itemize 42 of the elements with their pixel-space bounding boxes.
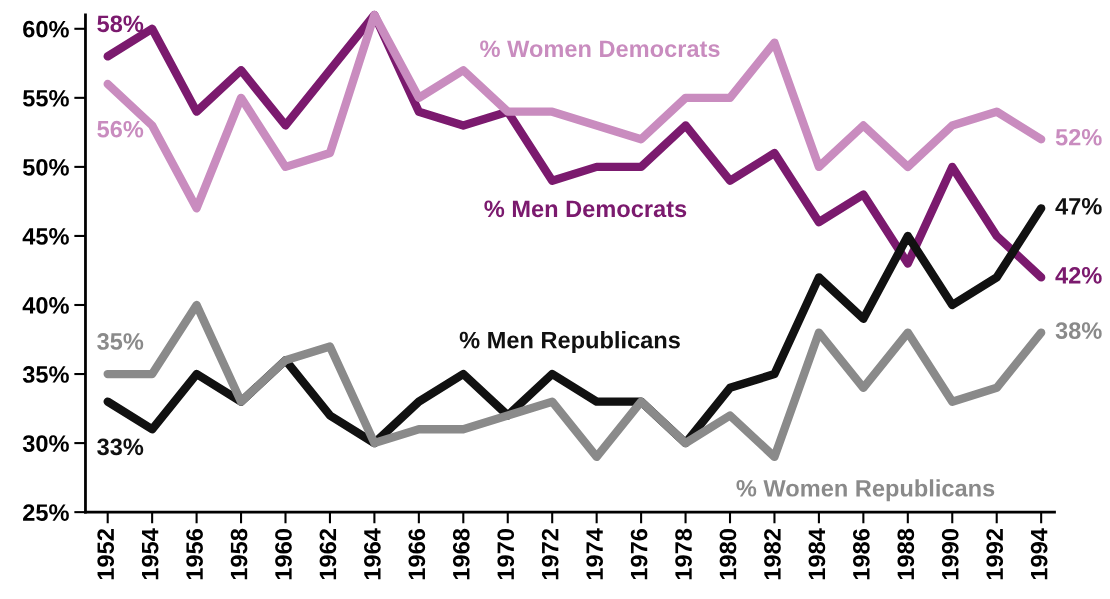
data-label: 33% xyxy=(97,438,144,456)
x-tick-label: 1966 xyxy=(408,528,426,580)
y-tick-label: 60% xyxy=(23,20,69,38)
series-label: % Men Democrats xyxy=(484,200,687,218)
y-tick-label: 25% xyxy=(23,504,69,521)
x-tick-label: 1992 xyxy=(986,529,1004,580)
x-tick-label: 1956 xyxy=(186,528,203,580)
data-label: 42% xyxy=(1055,266,1102,284)
data-label: 56% xyxy=(97,120,144,138)
y-tick-label: 35% xyxy=(22,366,69,383)
x-tick-label: 1980 xyxy=(719,529,737,580)
data-label: 58% xyxy=(97,15,144,33)
x-tick-label: 1962 xyxy=(319,529,337,580)
series-label: % Women Democrats xyxy=(480,40,720,58)
x-tick-label: 1972 xyxy=(541,529,559,580)
x-tick-label: 1988 xyxy=(897,528,915,580)
y-tick-label: 50% xyxy=(22,158,69,176)
data-label: 52% xyxy=(1055,128,1102,146)
x-tick-label: 1970 xyxy=(497,529,515,580)
x-tick-label: 1976 xyxy=(630,528,648,580)
x-tick-label: 1974 xyxy=(586,528,603,580)
x-tick-label: 1954 xyxy=(141,528,159,580)
data-label: 47% xyxy=(1055,198,1102,215)
x-tick-label: 1994 xyxy=(1030,528,1048,580)
x-tick-label: 1978 xyxy=(675,528,692,580)
series-label: % Women Republicans xyxy=(736,479,995,502)
y-tick-label: 30% xyxy=(22,435,69,452)
series-label: % Men Republicans xyxy=(459,331,680,354)
y-tick-label: 40% xyxy=(22,297,69,314)
x-tick-label: 1982 xyxy=(764,529,781,580)
data-label: 38% xyxy=(1055,322,1102,339)
y-tick-label: 55% xyxy=(22,89,69,107)
x-tick-label: 1960 xyxy=(275,529,292,580)
data-label: 35% xyxy=(97,333,144,350)
x-tick-label: 1964 xyxy=(364,528,381,580)
x-tick-label: 1952 xyxy=(97,529,115,580)
x-tick-label: 1958 xyxy=(230,528,248,580)
y-tick-label: 45% xyxy=(22,228,69,245)
x-tick-label: 1986 xyxy=(852,528,870,580)
x-tick-label: 1968 xyxy=(452,528,470,580)
x-tick-label: 1990 xyxy=(941,529,959,580)
x-tick-label: 1984 xyxy=(808,528,826,580)
